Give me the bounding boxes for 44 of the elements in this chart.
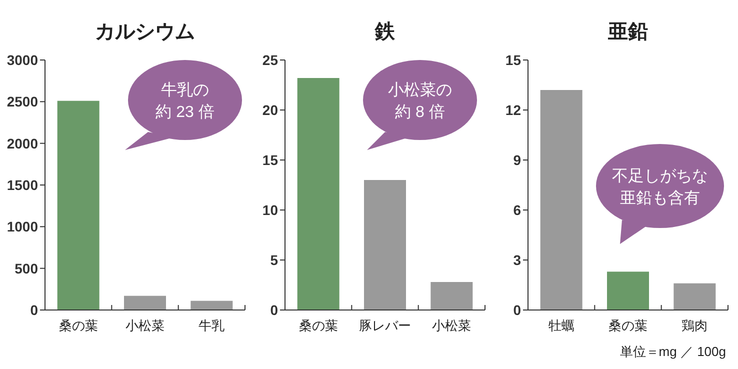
bar bbox=[297, 78, 340, 310]
y-tick-label: 2000 bbox=[6, 135, 38, 152]
x-tick-label: 桑の葉 bbox=[58, 318, 98, 333]
bar bbox=[430, 282, 473, 310]
y-tick-label: 2500 bbox=[6, 94, 38, 110]
bar bbox=[190, 300, 233, 310]
y-tick-label: 3 bbox=[513, 252, 522, 268]
chart-title: 鉄 bbox=[374, 21, 396, 43]
y-tick-label: 25 bbox=[262, 52, 278, 68]
y-tick-label: 12 bbox=[505, 102, 522, 118]
y-tick-label: 0 bbox=[270, 302, 278, 318]
annotation: 小松菜の約 8 倍 bbox=[388, 81, 452, 121]
chart-title: カルシウム bbox=[95, 21, 195, 43]
y-tick-label: 0 bbox=[513, 302, 522, 318]
x-tick-label: 桑の葉 bbox=[608, 318, 648, 333]
bar bbox=[607, 272, 649, 310]
bar bbox=[674, 283, 716, 310]
bar bbox=[57, 100, 100, 310]
y-tick-label: 1000 bbox=[6, 218, 38, 235]
y-tick-label: 3000 bbox=[6, 52, 38, 68]
y-tick-label: 5 bbox=[270, 252, 278, 268]
x-tick-label: 牛乳 bbox=[198, 318, 225, 333]
bar bbox=[124, 296, 166, 310]
x-tick-label: 鶏肉 bbox=[682, 318, 708, 333]
y-tick-label: 1500 bbox=[6, 177, 38, 193]
annotation: 牛乳の約 23 倍 bbox=[156, 81, 214, 121]
annotation: 不足しがちな亜鉛も含有 bbox=[612, 168, 708, 207]
x-tick-label: 小松菜 bbox=[126, 318, 164, 333]
y-tick-label: 6 bbox=[513, 202, 522, 218]
x-tick-label: 豚レバー bbox=[359, 318, 411, 333]
y-tick-label: 0 bbox=[30, 302, 38, 318]
y-tick-label: 500 bbox=[14, 260, 38, 276]
chart-title: 亜鉛 bbox=[607, 21, 648, 43]
text: 単位＝mg ／ 100g bbox=[620, 344, 726, 359]
x-tick-label: 桑の葉 bbox=[298, 318, 338, 333]
y-tick-label: 15 bbox=[505, 52, 522, 68]
bar bbox=[364, 180, 406, 310]
y-tick-label: 15 bbox=[262, 152, 278, 168]
x-tick-label: 小松菜 bbox=[432, 318, 472, 333]
x-tick-label: 牡蠣 bbox=[548, 318, 574, 333]
y-tick-label: 10 bbox=[262, 202, 278, 218]
y-tick-label: 9 bbox=[513, 152, 522, 168]
bar bbox=[540, 90, 582, 310]
y-tick-label: 20 bbox=[262, 102, 278, 118]
